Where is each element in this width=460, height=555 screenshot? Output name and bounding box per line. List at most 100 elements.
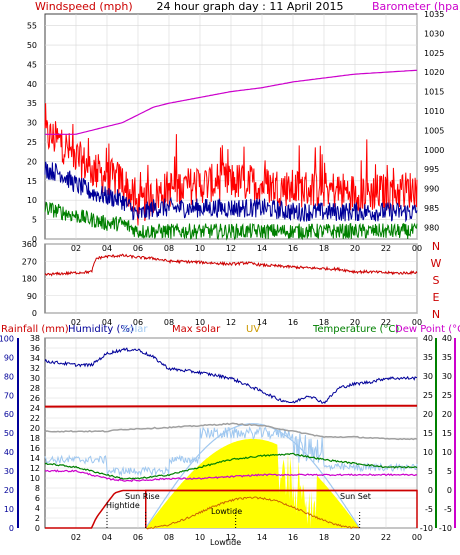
wind-x-tick-label: 08: [164, 244, 174, 253]
humidity-y-tick-label: 40: [4, 448, 14, 457]
barometer-y-tick-label: 1035: [424, 10, 444, 19]
direction-x-tick-label: 04: [102, 318, 112, 327]
dewpoint-y-tick-label: 40: [442, 334, 452, 343]
conditions-x-tick-label: 04: [102, 533, 112, 542]
dewpoint-y-tick-label: 10: [442, 448, 452, 457]
temperature-y-tick-label: 30: [423, 372, 433, 381]
rain-y-tick-label: 30: [30, 374, 40, 383]
temperature-y-tick-label: 35: [423, 353, 433, 362]
rain-y-tick-label: 0: [35, 524, 40, 533]
rain-y-tick-label: 28: [30, 384, 40, 393]
direction-x-tick-label: 00: [412, 318, 422, 327]
temperature-line: [44, 452, 418, 480]
barometer-line: [45, 69, 418, 135]
direction-y-tick-label: 360: [22, 240, 37, 249]
max-solar-curve: [145, 423, 361, 529]
compass-label: N: [432, 240, 440, 253]
temperature-y-tick-label: 10: [423, 448, 433, 457]
direction-line: [44, 253, 418, 277]
lowtide-label: Lowtide: [211, 507, 242, 516]
barometer-y-tick-label: 1015: [424, 88, 444, 97]
wind-y-tick-label: 40: [27, 80, 37, 89]
compass-label: E: [433, 291, 440, 304]
humidity-y-tick-label: 30: [4, 467, 14, 476]
humidity-axis-title: Humidity (%): [68, 324, 134, 335]
sky-light-line: [44, 426, 418, 477]
sunset-label: Sun Set: [340, 492, 371, 501]
humidity-y-tick-label: 60: [4, 410, 14, 419]
conditions-x-tick-label: 06: [133, 533, 143, 542]
direction-y-tick-label: 270: [22, 257, 37, 266]
wind-x-tick-label: 00: [412, 244, 422, 253]
solar-fill-area: [145, 438, 360, 528]
wind-x-tick-label: 06: [133, 244, 143, 253]
barometer-y-tick-label: 990: [424, 185, 439, 194]
humidity-line: [44, 347, 418, 405]
axis-layer: 0510152025303540455055980985990995100010…: [0, 10, 456, 542]
wind-y-tick-label: 30: [27, 119, 37, 128]
max-solar-line: [44, 404, 418, 408]
direction-x-tick-label: 14: [257, 318, 267, 327]
barometer-y-tick-label: 985: [424, 204, 439, 213]
dewpoint-y-tick-label: 20: [442, 410, 452, 419]
rain-y-tick-label: 36: [30, 344, 40, 353]
max-solar-title: Max solar: [172, 324, 221, 335]
tide-box: [145, 489, 418, 528]
gray-line: [44, 422, 418, 441]
barometer-y-tick-label: 980: [424, 223, 439, 232]
humidity-y-tick-label: 0: [9, 524, 14, 533]
dewpoint-y-tick-label: 15: [442, 429, 452, 438]
dewpoint-y-tick-label: 0: [447, 486, 452, 495]
wind-y-tick-label: 0: [32, 235, 37, 244]
wind-y-tick-label: 10: [27, 196, 37, 205]
wind-x-tick-label: 16: [288, 244, 298, 253]
barometer-y-tick-label: 1005: [424, 126, 444, 135]
wind-x-tick-label: 18: [319, 244, 329, 253]
solar-title: Solar: [122, 324, 148, 335]
wind-y-tick-label: 50: [27, 41, 37, 50]
dewpoint-y-tick-label: -10: [439, 524, 452, 533]
direction-x-tick-label: 02: [71, 318, 81, 327]
direction-x-tick-label: 06: [133, 318, 143, 327]
temperature-axis-title: Temperature (°C): [312, 324, 399, 335]
humidity-y-tick-label: 10: [4, 505, 14, 514]
direction-y-tick-label: 90: [27, 292, 37, 301]
rain-y-tick-label: 6: [35, 494, 40, 503]
wind-y-tick-label: 20: [27, 157, 37, 166]
conditions-x-tick-label: 00: [412, 533, 422, 542]
barometer-y-tick-label: 995: [424, 165, 439, 174]
rain-y-tick-label: 22: [30, 414, 40, 423]
rainfall-axis-title: Rainfall (mm): [1, 324, 69, 335]
conditions-x-tick-label: 08: [164, 533, 174, 542]
rain-y-tick-label: 32: [30, 364, 40, 373]
rain-y-tick-label: 24: [30, 404, 40, 413]
direction-x-tick-label: 10: [195, 318, 205, 327]
wind-y-tick-label: 15: [27, 177, 37, 186]
humidity-y-tick-label: 20: [4, 486, 14, 495]
wind-axis-title: Windspeed (mph): [35, 0, 133, 13]
compass-label: N: [432, 308, 440, 321]
barometer-y-tick-label: 1025: [424, 49, 444, 58]
rain-y-tick-label: 8: [35, 484, 40, 493]
wind-series-line-0: [44, 103, 418, 226]
conditions-x-tick-label: 02: [71, 533, 81, 542]
direction-x-tick-label: 16: [288, 318, 298, 327]
wind-y-tick-label: 45: [27, 60, 37, 69]
direction-x-tick-label: 08: [164, 318, 174, 327]
dewpoint-y-tick-label: 30: [442, 372, 452, 381]
barometer-y-tick-label: 1000: [424, 146, 444, 155]
graph-title: 24 hour graph day : 11 April 2015: [157, 0, 344, 13]
conditions-x-tick-label: 14: [257, 533, 267, 542]
wind-x-tick-label: 14: [257, 244, 267, 253]
dewpoint-y-tick-label: -5: [444, 505, 452, 514]
temperature-y-tick-label: 20: [423, 410, 433, 419]
humidity-y-tick-label: 90: [4, 353, 14, 362]
barometer-y-tick-label: 1030: [424, 29, 444, 38]
rain-y-tick-label: 20: [30, 424, 40, 433]
rain-y-tick-label: 26: [30, 394, 40, 403]
temperature-y-tick-label: -5: [425, 505, 433, 514]
direction-y-tick-label: 0: [32, 309, 37, 318]
